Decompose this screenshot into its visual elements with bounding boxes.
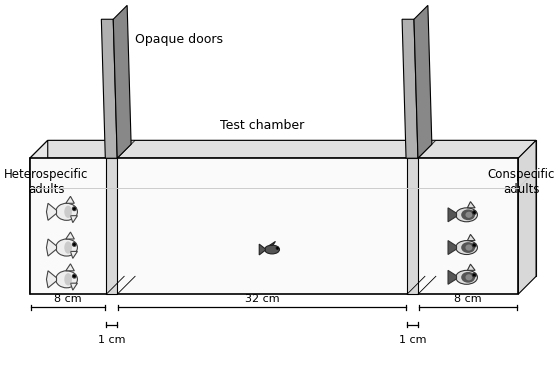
Text: Heterospecific
adults: Heterospecific adults — [4, 168, 88, 196]
Polygon shape — [46, 239, 56, 256]
Text: 8 cm: 8 cm — [54, 294, 82, 304]
Text: Conspecific
adults: Conspecific adults — [487, 168, 555, 196]
Polygon shape — [30, 158, 518, 294]
Polygon shape — [46, 271, 56, 288]
Circle shape — [73, 207, 76, 211]
Ellipse shape — [466, 212, 472, 218]
Polygon shape — [66, 264, 74, 271]
Polygon shape — [407, 158, 418, 294]
Text: 1 cm: 1 cm — [98, 335, 126, 345]
Polygon shape — [66, 196, 74, 203]
Ellipse shape — [64, 273, 72, 285]
Polygon shape — [101, 19, 117, 158]
Ellipse shape — [456, 208, 477, 222]
Ellipse shape — [64, 241, 72, 254]
Polygon shape — [414, 5, 432, 158]
Text: 32 cm: 32 cm — [245, 294, 280, 304]
Circle shape — [473, 274, 475, 276]
Circle shape — [73, 244, 75, 245]
Polygon shape — [448, 241, 457, 254]
Ellipse shape — [456, 241, 477, 254]
Circle shape — [276, 247, 279, 250]
Circle shape — [73, 208, 75, 210]
Ellipse shape — [56, 239, 78, 256]
Polygon shape — [70, 216, 78, 223]
Polygon shape — [106, 140, 135, 158]
Polygon shape — [518, 140, 536, 294]
Polygon shape — [30, 140, 536, 158]
Polygon shape — [259, 244, 266, 255]
Circle shape — [73, 275, 75, 277]
Circle shape — [473, 244, 475, 246]
Polygon shape — [448, 270, 457, 284]
Polygon shape — [407, 140, 436, 158]
Ellipse shape — [466, 274, 472, 280]
Polygon shape — [70, 283, 78, 290]
Ellipse shape — [456, 270, 477, 284]
Text: Opaque doors: Opaque doors — [135, 32, 223, 46]
Polygon shape — [113, 5, 131, 158]
Polygon shape — [30, 140, 48, 294]
Polygon shape — [448, 208, 457, 222]
Ellipse shape — [264, 245, 280, 254]
Polygon shape — [46, 203, 56, 220]
Ellipse shape — [466, 244, 472, 251]
Text: Test chamber: Test chamber — [220, 119, 304, 132]
Text: 8 cm: 8 cm — [454, 294, 482, 304]
Circle shape — [73, 274, 76, 278]
Circle shape — [473, 211, 475, 213]
Circle shape — [472, 243, 476, 247]
Ellipse shape — [64, 206, 72, 218]
Circle shape — [73, 242, 76, 247]
Polygon shape — [402, 19, 418, 158]
Polygon shape — [106, 158, 117, 294]
Polygon shape — [467, 234, 475, 241]
Polygon shape — [66, 232, 74, 239]
Ellipse shape — [461, 242, 475, 253]
Ellipse shape — [56, 271, 78, 288]
Ellipse shape — [461, 272, 475, 283]
Polygon shape — [467, 264, 475, 270]
Polygon shape — [467, 202, 475, 208]
Circle shape — [472, 210, 476, 214]
Polygon shape — [48, 140, 536, 276]
Circle shape — [277, 248, 278, 249]
Polygon shape — [70, 251, 78, 258]
Polygon shape — [269, 241, 276, 245]
Ellipse shape — [56, 203, 78, 220]
Ellipse shape — [461, 209, 475, 220]
Text: 1 cm: 1 cm — [399, 335, 427, 345]
Circle shape — [472, 273, 476, 277]
